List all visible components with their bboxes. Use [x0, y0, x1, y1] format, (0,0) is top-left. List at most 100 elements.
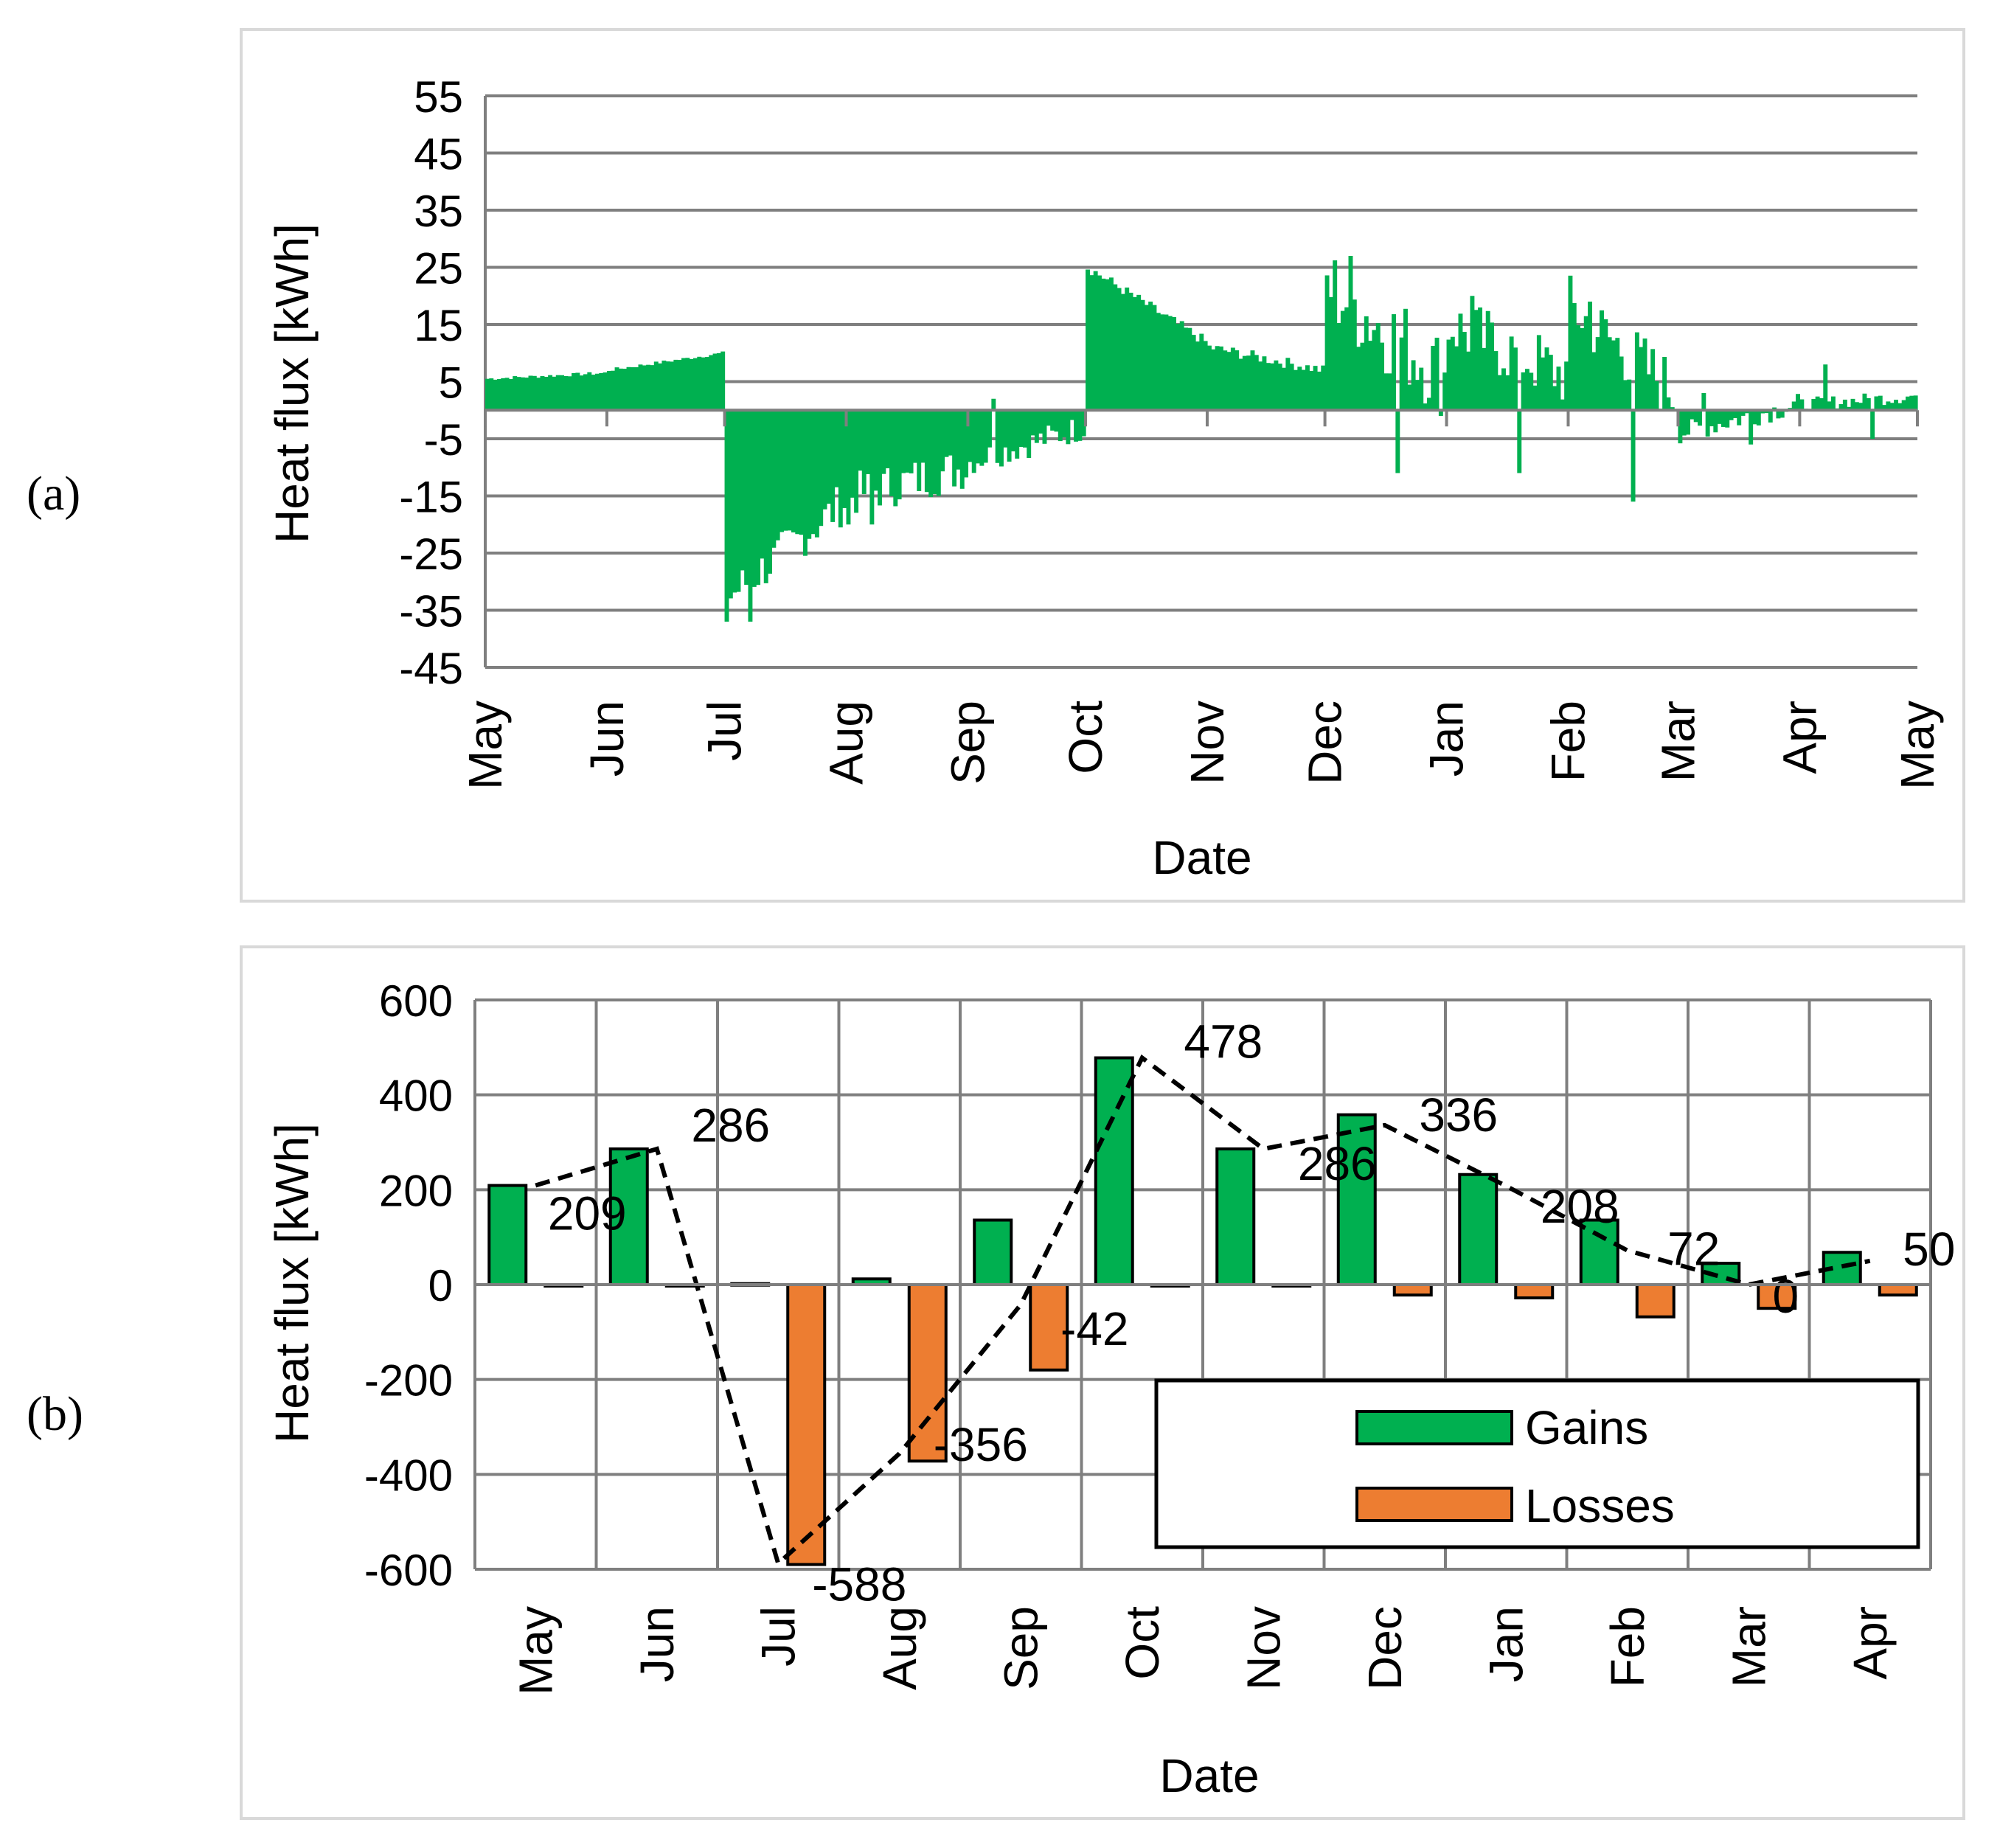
daily-bar-a — [1717, 410, 1722, 424]
daily-bar-a — [614, 367, 619, 411]
daily-bar-a — [842, 410, 847, 508]
daily-bar-a — [689, 358, 694, 411]
daily-bar-a — [603, 372, 608, 411]
daily-bar-a — [928, 410, 934, 498]
daily-bar-a — [1842, 399, 1847, 411]
daily-bar-a — [1909, 395, 1914, 411]
daily-bar-a — [1815, 396, 1820, 411]
daily-bar-a — [779, 410, 784, 532]
daily-bar-a — [1015, 410, 1020, 459]
daily-bar-a — [1089, 275, 1094, 411]
daily-bar-a — [846, 410, 851, 525]
x-tick-label-a: Jul — [698, 701, 751, 761]
daily-bar-a — [1156, 313, 1161, 411]
daily-bar-a — [1038, 410, 1044, 434]
daily-bar-a — [760, 410, 765, 559]
daily-bar-a — [516, 377, 521, 411]
daily-bar-a — [1179, 321, 1184, 411]
daily-bar-a — [532, 375, 537, 411]
daily-bar-a — [1218, 346, 1223, 411]
daily-bar-a — [1603, 319, 1608, 411]
daily-bar-a — [626, 367, 631, 411]
daily-bar-a — [924, 410, 929, 493]
daily-bar-a — [983, 410, 988, 463]
daily-bar-a — [1211, 349, 1216, 411]
daily-bar-a — [1018, 410, 1024, 448]
daily-bar-a — [900, 410, 906, 473]
daily-bar-a — [885, 410, 890, 469]
daily-bar-a — [1485, 310, 1490, 411]
x-tick-label-a: May — [459, 701, 512, 790]
y-tick-label-b: 400 — [379, 1071, 453, 1121]
daily-bar-a — [1203, 341, 1208, 411]
daily-bar-a — [618, 368, 623, 411]
daily-bar-a — [1662, 356, 1667, 411]
daily-bar-a — [1650, 349, 1656, 411]
net-data-label: 0 — [1772, 1270, 1799, 1323]
daily-bar-a — [1619, 356, 1624, 411]
daily-bar-a — [1152, 305, 1157, 411]
daily-bar-a — [1894, 400, 1898, 411]
daily-bar-a — [1615, 338, 1620, 411]
daily-bar-a — [1796, 394, 1800, 411]
daily-bar-a — [810, 410, 816, 535]
daily-bar-a — [1050, 410, 1055, 431]
daily-bar-a — [1372, 330, 1377, 411]
daily-bar-a — [1348, 256, 1353, 411]
x-tick-label-a: Nov — [1181, 701, 1234, 785]
daily-bar-a — [520, 377, 525, 411]
daily-bar-a — [1117, 288, 1122, 411]
daily-bar-a — [1752, 410, 1757, 425]
daily-bar-a — [1529, 372, 1534, 411]
daily-bar-a — [658, 363, 663, 411]
daily-bar-a — [1305, 365, 1310, 411]
daily-bar-a — [579, 375, 584, 411]
daily-bar-a — [995, 410, 1000, 463]
daily-bar-a — [1693, 410, 1698, 423]
daily-bar-a — [1548, 355, 1553, 411]
daily-bar-a — [1838, 404, 1844, 411]
losses-bar — [907, 1283, 948, 1463]
daily-bar-a — [932, 410, 937, 495]
daily-bar-a — [1572, 302, 1577, 411]
daily-bar-a — [1125, 287, 1130, 411]
daily-bar-a — [861, 410, 867, 495]
gains-bar — [487, 1184, 528, 1286]
daily-bar-a — [775, 410, 780, 541]
daily-bar-a — [1882, 405, 1887, 411]
daily-bar-a — [1866, 397, 1871, 411]
daily-bar-a — [1426, 397, 1431, 411]
daily-bar-a — [791, 410, 796, 533]
daily-bar-a — [1654, 381, 1659, 411]
daily-bar-a — [572, 372, 576, 411]
daily-bar-a — [583, 374, 588, 411]
daily-bar-a — [869, 410, 875, 525]
daily-bar-a — [1313, 366, 1318, 411]
daily-bar-a — [944, 410, 949, 457]
daily-bar-a — [504, 378, 510, 411]
daily-bar-a — [1328, 296, 1333, 411]
daily-bar-a — [653, 361, 659, 411]
daily-bar-a — [1176, 324, 1181, 411]
daily-bar-a — [1497, 375, 1502, 411]
gains-bar — [973, 1218, 1013, 1287]
daily-bar-a — [1799, 399, 1805, 411]
daily-bar-a — [799, 410, 804, 535]
x-tick-label-b: Apr — [1844, 1606, 1897, 1680]
x-tick-label-b: Dec — [1358, 1606, 1411, 1690]
x-tick-label-a: Apr — [1773, 701, 1826, 774]
daily-bar-a — [1505, 375, 1510, 411]
daily-bar-a — [751, 410, 757, 587]
y-tick-label-b: 600 — [379, 976, 453, 1026]
daily-bar-a — [1206, 345, 1212, 411]
daily-bar-a — [704, 357, 709, 411]
daily-bar-a — [889, 410, 894, 496]
daily-bar-a — [1568, 275, 1573, 411]
legend-swatch-gains — [1355, 1410, 1513, 1445]
daily-bar-a — [1532, 385, 1538, 411]
daily-bar-a — [1701, 393, 1706, 411]
daily-bar-a — [496, 379, 501, 411]
panel-b-label: (b) — [27, 1387, 83, 1441]
daily-bar-a — [1077, 410, 1083, 441]
